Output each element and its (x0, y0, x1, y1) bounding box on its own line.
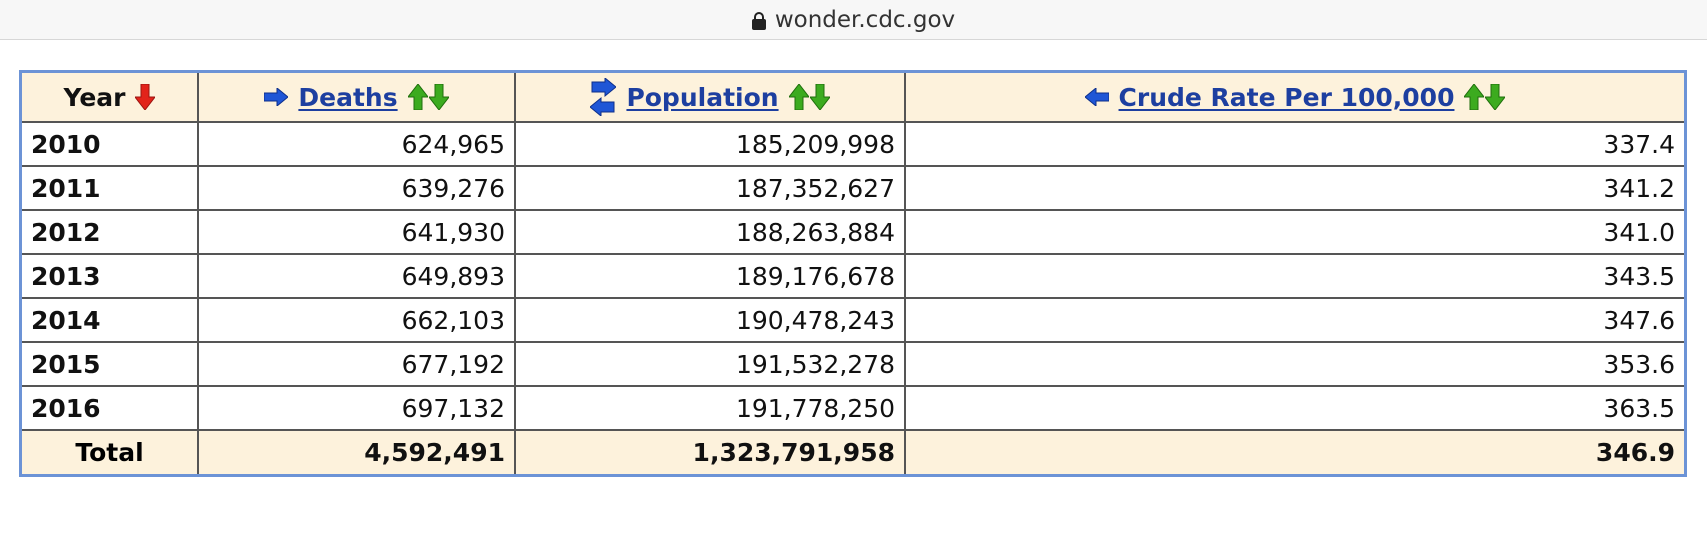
url-text: wonder.cdc.gov (774, 6, 956, 33)
sort-ascending-icon[interactable] (407, 84, 428, 110)
population-cell: 189,176,678 (514, 253, 906, 299)
crude-rate-cell: 337.4 (904, 121, 1684, 167)
crude-rate-cell: 341.0 (904, 209, 1684, 255)
table-row: 2015 677,192 191,532,278 353.6 (22, 341, 1684, 387)
crude-rate-header-link[interactable]: Crude Rate Per 100,000 (1118, 82, 1455, 112)
sort-descending-icon[interactable] (1485, 84, 1506, 110)
population-cell: 191,778,250 (514, 385, 906, 431)
crude-rate-cell: 341.2 (904, 165, 1684, 211)
address-bar[interactable]: wonder.cdc.gov (0, 0, 1707, 40)
total-label: Total (22, 429, 199, 474)
deaths-cell: 641,930 (197, 209, 516, 255)
deaths-header-link[interactable]: Deaths (298, 82, 398, 112)
sort-descending-icon[interactable] (428, 84, 449, 110)
population-cell: 190,478,243 (514, 297, 906, 343)
population-cell: 187,352,627 (514, 165, 906, 211)
year-header: Year (22, 73, 199, 123)
total-population-cell: 1,323,791,958 (514, 429, 906, 474)
total-row: Total 4,592,491 1,323,791,958 346.9 (22, 429, 1684, 474)
year-cell: 2015 (22, 341, 199, 387)
deaths-header: Deaths (197, 73, 516, 123)
crude-rate-cell: 347.6 (904, 297, 1684, 343)
population-header: Population (514, 73, 906, 123)
sort-descending-icon[interactable] (809, 84, 830, 110)
year-cell: 2013 (22, 253, 199, 299)
sort-ascending-icon[interactable] (788, 84, 809, 110)
results-table-container: Year Deaths (19, 70, 1687, 477)
year-cell: 2014 (22, 297, 199, 343)
total-crude-rate-cell: 346.9 (904, 429, 1684, 474)
swap-columns-icon[interactable] (590, 78, 617, 116)
move-left-icon[interactable] (1084, 88, 1109, 106)
crude-rate-cell: 343.5 (904, 253, 1684, 299)
table-row: 2012 641,930 188,263,884 341.0 (22, 209, 1684, 255)
total-deaths-cell: 4,592,491 (197, 429, 516, 474)
year-cell: 2016 (22, 385, 199, 431)
table-header-row: Year Deaths (22, 73, 1684, 123)
year-header-label: Year (63, 82, 126, 112)
deaths-cell: 639,276 (197, 165, 516, 211)
population-cell: 191,532,278 (514, 341, 906, 387)
sort-ascending-icon[interactable] (1464, 84, 1485, 110)
population-header-link[interactable]: Population (626, 82, 779, 112)
year-cell: 2012 (22, 209, 199, 255)
deaths-cell: 677,192 (197, 341, 516, 387)
table-row: 2010 624,965 185,209,998 337.4 (22, 121, 1684, 167)
deaths-cell: 649,893 (197, 253, 516, 299)
crude-rate-cell: 353.6 (904, 341, 1684, 387)
lock-icon (751, 11, 766, 30)
deaths-cell: 624,965 (197, 121, 516, 167)
year-cell: 2011 (22, 165, 199, 211)
sort-descending-active-icon[interactable] (135, 84, 156, 110)
table-row: 2014 662,103 190,478,243 347.6 (22, 297, 1684, 343)
results-table: Year Deaths (22, 73, 1684, 474)
population-cell: 185,209,998 (514, 121, 906, 167)
table-row: 2013 649,893 189,176,678 343.5 (22, 253, 1684, 299)
year-cell: 2010 (22, 121, 199, 167)
population-cell: 188,263,884 (514, 209, 906, 255)
deaths-cell: 697,132 (197, 385, 516, 431)
crude-rate-header: Crude Rate Per 100,000 (904, 73, 1684, 123)
table-row: 2011 639,276 187,352,627 341.2 (22, 165, 1684, 211)
move-right-icon[interactable] (264, 88, 289, 106)
deaths-cell: 662,103 (197, 297, 516, 343)
crude-rate-cell: 363.5 (904, 385, 1684, 431)
table-row: 2016 697,132 191,778,250 363.5 (22, 385, 1684, 431)
